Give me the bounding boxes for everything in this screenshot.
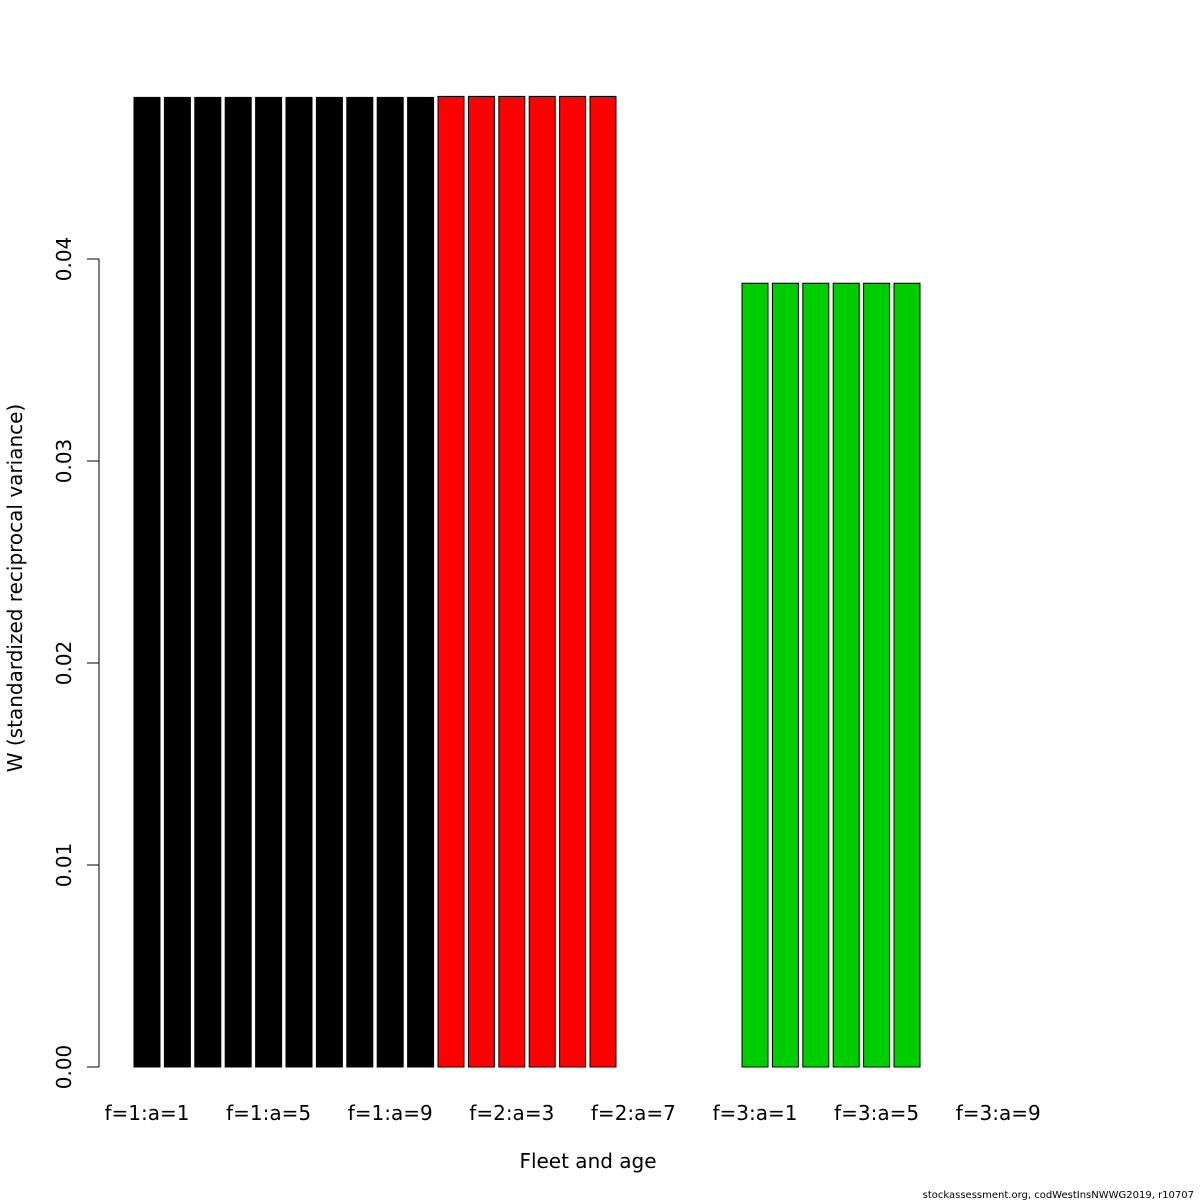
bar-f-3-a-3	[802, 282, 830, 1068]
x-tick-label: f=3:a=1	[713, 1101, 798, 1125]
bar-f-2-a-5	[559, 95, 587, 1068]
bar-f-3-a-2	[771, 282, 799, 1068]
bar-f-1-a-2	[163, 96, 191, 1068]
bar-f-1-a-1	[133, 96, 161, 1068]
bar-f-1-a-9	[376, 96, 404, 1068]
x-tick-label: f=1:a=9	[348, 1101, 433, 1125]
bar-f-1-a-10	[407, 96, 435, 1068]
x-tick-label: f=3:a=9	[956, 1101, 1041, 1125]
x-tick-label: f=3:a=5	[834, 1101, 919, 1125]
bar-f-1-a-3	[194, 96, 222, 1068]
bar-f-2-a-2	[467, 95, 495, 1068]
bar-f-2-a-4	[528, 95, 556, 1068]
bar-f-2-a-6	[589, 95, 617, 1068]
bar-f-3-a-4	[832, 282, 860, 1068]
y-tick-label: 0.00	[52, 1045, 76, 1090]
bar-f-3-a-6	[893, 282, 921, 1068]
x-tick-label: f=1:a=1	[105, 1101, 190, 1125]
y-tick-label: 0.01	[52, 843, 76, 888]
bar-f-2-a-3	[498, 95, 526, 1068]
bar-f-1-a-5	[255, 96, 283, 1068]
x-tick-label: f=2:a=7	[591, 1101, 676, 1125]
x-axis-title: Fleet and age	[519, 1149, 656, 1173]
bar-f-3-a-1	[741, 282, 769, 1068]
y-tick-label: 0.02	[52, 641, 76, 686]
bar-f-1-a-4	[224, 96, 252, 1068]
x-tick-label: f=1:a=5	[226, 1101, 311, 1125]
bars-layer	[133, 95, 921, 1068]
bar-f-2-a-1	[437, 95, 465, 1068]
y-axis-title: W (standardized reciprocal variance)	[3, 404, 27, 773]
x-tick-label: f=2:a=3	[469, 1101, 554, 1125]
y-tick-label: 0.03	[52, 439, 76, 484]
bar-f-1-a-8	[346, 96, 374, 1068]
bar-f-3-a-5	[863, 282, 891, 1068]
x-tick-labels: f=1:a=1 f=1:a=5 f=1:a=9 f=2:a=3 f=2:a=7 f=3:a…	[105, 1101, 1041, 1125]
y-ticks: 0.00 0.01 0.02 0.03 0.04	[52, 237, 99, 1090]
bar-f-1-a-6	[285, 96, 313, 1068]
bar-f-1-a-7	[315, 96, 343, 1068]
y-tick-label: 0.04	[52, 237, 76, 282]
credit-footer: stockassessment.org, codWestInsNWWG2019,…	[923, 1190, 1194, 1200]
